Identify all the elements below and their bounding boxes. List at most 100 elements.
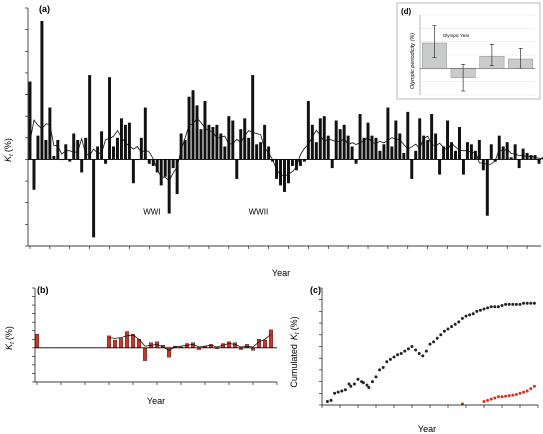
bar — [310, 124, 314, 160]
bar — [199, 129, 203, 160]
panel-b-label: (b) — [37, 285, 49, 295]
bar — [239, 129, 243, 160]
scatter-point-series-1 — [518, 302, 522, 306]
scatter-point-series-2 — [486, 398, 490, 402]
scatter-point-series-2 — [460, 402, 464, 406]
scatter-point-series-1 — [453, 322, 457, 326]
bar — [262, 339, 268, 349]
bar — [112, 146, 115, 160]
bar — [268, 329, 274, 349]
panel-c: (c) Year Cumulated Kt (%) — [289, 285, 539, 434]
scatter-point-series-1 — [392, 355, 396, 359]
scatter-point-series-1 — [529, 301, 533, 305]
bar — [314, 142, 318, 160]
bar — [112, 339, 118, 349]
bar — [501, 146, 505, 160]
bar — [430, 114, 434, 160]
scatter-point-series-1 — [439, 333, 443, 337]
bar — [226, 341, 232, 349]
bar — [92, 159, 96, 238]
scatter-point-series-1 — [414, 348, 418, 352]
bar — [509, 157, 513, 160]
bar — [318, 118, 322, 160]
bar — [183, 139, 187, 160]
bar — [442, 146, 446, 160]
bar — [386, 107, 390, 160]
scatter-point-series-1 — [507, 302, 511, 306]
bar — [438, 159, 442, 175]
scatter-point-series-1 — [464, 314, 468, 318]
bar — [151, 159, 155, 166]
bar — [115, 137, 119, 160]
scatter-point-series-1 — [417, 352, 421, 356]
scatter-point-series-1 — [493, 305, 497, 309]
bar — [513, 144, 517, 160]
bar — [457, 127, 461, 160]
bar — [207, 124, 211, 160]
bar — [450, 142, 454, 160]
bar — [104, 159, 108, 164]
scatter-point-series-2 — [522, 390, 526, 394]
x-axis-title: Year — [272, 268, 290, 278]
scatter-point-series-1 — [460, 316, 464, 320]
bar — [489, 144, 493, 160]
scatter-point-series-1 — [446, 327, 450, 331]
bar — [155, 159, 159, 173]
bar — [342, 124, 346, 160]
scatter-point-series-2 — [525, 389, 529, 393]
bar — [159, 159, 163, 186]
bar — [76, 139, 80, 160]
bar — [426, 139, 430, 160]
panel-b-y-axis-title-main: K — [4, 343, 14, 350]
scatter-point-series-1 — [378, 368, 382, 372]
panel-c-y-axis-title-unit: (%) — [289, 316, 299, 330]
annotation-wwi: WWI — [143, 208, 160, 217]
bar — [366, 122, 370, 160]
scatter-point-series-1 — [522, 301, 526, 305]
scatter-point-series-1 — [486, 306, 490, 310]
bar — [446, 120, 450, 160]
bar — [294, 159, 298, 171]
scatter-point-series-1 — [374, 375, 378, 379]
panel-c-y-axis-title-prefix: Cumulated — [289, 344, 299, 388]
panel-b-y-axis-title-sub: t — [10, 342, 16, 344]
bar — [414, 150, 418, 160]
olympic-year-note: Olympic Year — [443, 33, 470, 38]
bar — [127, 122, 131, 160]
bar — [143, 107, 147, 160]
annotation-wwii: WWII — [249, 208, 269, 217]
panel-c-y-axis-title-sub: t — [295, 332, 301, 334]
bar — [56, 139, 60, 160]
bar — [139, 137, 143, 160]
scatter-point-series-2 — [493, 396, 497, 400]
scatter-point-series-1 — [396, 353, 400, 357]
bar — [131, 159, 135, 184]
scatter-point-series-2 — [514, 392, 518, 396]
bar — [119, 118, 123, 160]
scatter-point-series-1 — [343, 388, 347, 392]
bar — [378, 150, 382, 160]
scatter-point-series-1 — [347, 382, 351, 386]
bar — [410, 159, 414, 179]
scatter-point-series-2 — [489, 397, 493, 401]
scatter-point-series-1 — [399, 352, 403, 356]
bar — [477, 139, 481, 160]
bar — [402, 152, 406, 160]
scatter-point-series-1 — [468, 313, 472, 317]
bar — [330, 159, 334, 169]
bar — [469, 144, 473, 160]
bar — [68, 159, 72, 162]
bar — [235, 159, 239, 179]
bar — [36, 135, 40, 160]
panel-c-x-axis-title: Year — [418, 424, 436, 434]
bar — [346, 135, 350, 160]
bar — [251, 75, 255, 160]
panel-b: (b) Year Kt (%) — [4, 285, 278, 406]
scatter-point-series-1 — [504, 302, 508, 306]
bar — [358, 114, 362, 160]
bar — [142, 347, 148, 361]
scatter-point-series-1 — [432, 340, 436, 344]
scatter-point-series-1 — [381, 366, 385, 370]
bar — [64, 144, 68, 160]
bar — [163, 159, 167, 177]
